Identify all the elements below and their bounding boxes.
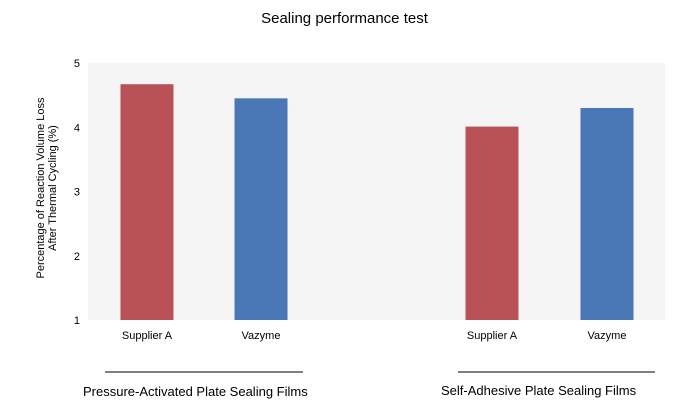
y-tick-label-1: 1 xyxy=(74,315,80,327)
x-tick-label-adhesive-supplier-a: Supplier A xyxy=(467,330,518,342)
y-tick-label-3: 3 xyxy=(74,187,80,199)
group-label-pressure-activated: Pressure-Activated Plate Sealing Films xyxy=(83,384,308,399)
y-tick-label-5: 5 xyxy=(74,58,80,70)
bar-adhesive-vazyme xyxy=(580,107,634,320)
bar-pressure-supplier-a xyxy=(120,84,174,320)
bar-adhesive-supplier-a xyxy=(465,126,519,320)
chart-title: Sealing performance test xyxy=(261,10,428,27)
y-tick-label-4: 4 xyxy=(74,122,80,134)
x-tick-label-pressure-vazyme: Vazyme xyxy=(242,330,281,342)
plot-area xyxy=(88,63,665,320)
bar-pressure-vazyme xyxy=(234,98,288,321)
x-tick-label-pressure-supplier-a: Supplier A xyxy=(122,330,173,342)
group-label-self-adhesive: Self-Adhesive Plate Sealing Films xyxy=(441,383,637,398)
y-tick-label-2: 2 xyxy=(74,251,80,263)
x-tick-label-adhesive-vazyme: Vazyme xyxy=(588,330,627,342)
